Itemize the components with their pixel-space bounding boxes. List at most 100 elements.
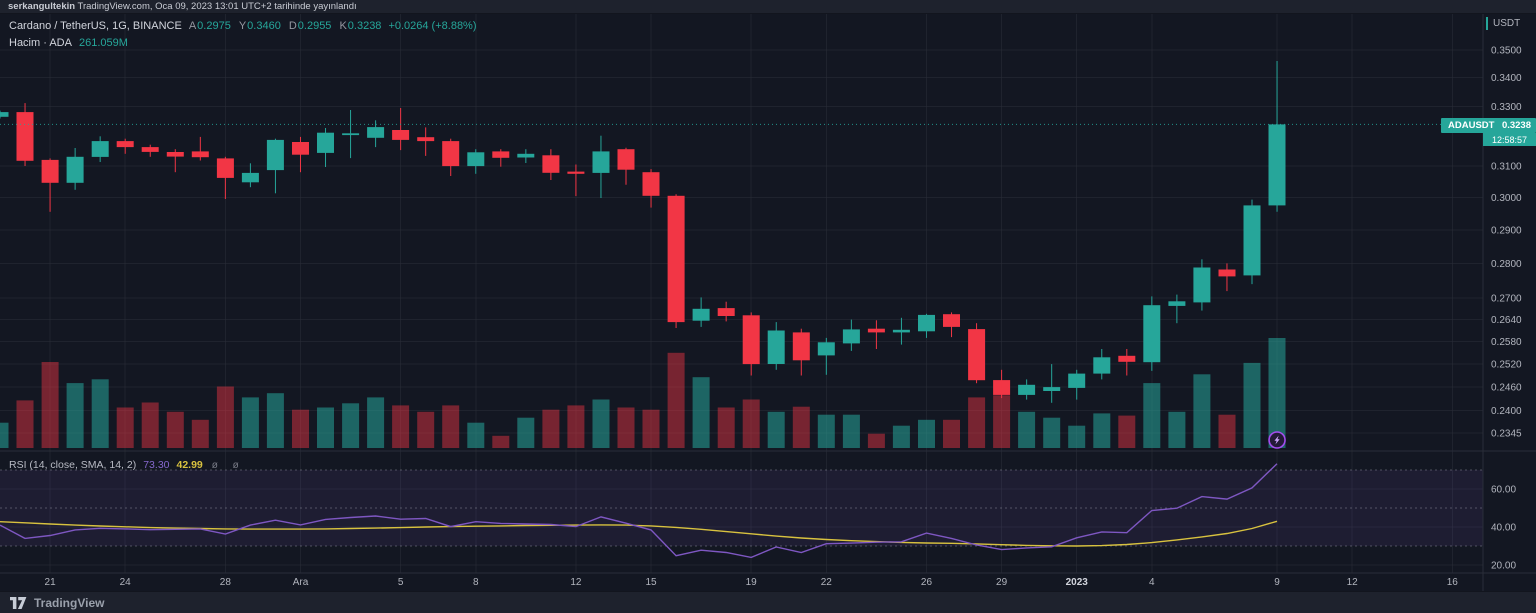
candle[interactable] (342, 133, 360, 136)
volume-bar[interactable] (742, 399, 760, 449)
volume-bar[interactable] (617, 407, 635, 449)
volume-bar[interactable] (918, 419, 935, 448)
candle[interactable] (1118, 355, 1136, 362)
price-axis-currency[interactable]: USDT (1486, 17, 1520, 30)
candle[interactable] (367, 127, 385, 138)
candle[interactable] (918, 314, 935, 332)
volume-bar[interactable] (342, 403, 360, 448)
flash-badge-icon[interactable] (1268, 431, 1286, 449)
volume-bar[interactable] (166, 411, 184, 448)
candle[interactable] (842, 329, 860, 344)
candle[interactable] (717, 308, 735, 316)
candles-layer[interactable] (0, 61, 1286, 403)
volume-bar[interactable] (1043, 417, 1061, 448)
candle[interactable] (1268, 124, 1286, 206)
tradingview-logo-icon[interactable] (10, 596, 27, 609)
volume-bar[interactable] (792, 406, 810, 448)
volume-bar[interactable] (442, 405, 460, 448)
candle[interactable] (792, 332, 810, 361)
candle[interactable] (1243, 205, 1261, 276)
candle[interactable] (292, 142, 309, 155)
volume-bar[interactable] (16, 400, 34, 448)
volume-bar[interactable] (292, 409, 309, 448)
volume-bar[interactable] (492, 435, 510, 448)
candle[interactable] (1018, 384, 1036, 395)
volume-bar[interactable] (542, 409, 560, 448)
time-axis[interactable]: 21 24 28 Ara 5 8 12 15 19 22 26 29 2023 4 9 12 16 (45, 577, 1459, 588)
candle[interactable] (867, 328, 885, 333)
rsi-title[interactable]: RSI (14, close, SMA, 14, 2) (9, 459, 137, 471)
candle[interactable] (968, 329, 986, 381)
volume-bar[interactable] (1268, 338, 1286, 448)
volume-bar[interactable] (817, 414, 835, 448)
volume-bar[interactable] (567, 405, 585, 448)
candle[interactable] (91, 141, 109, 157)
candle[interactable] (1068, 373, 1086, 388)
volume-bar[interactable] (1018, 411, 1036, 448)
volume-bar[interactable] (642, 409, 660, 448)
candle[interactable] (767, 330, 785, 365)
candle[interactable] (617, 149, 635, 170)
volume-bar[interactable] (1193, 374, 1211, 448)
candle[interactable] (116, 141, 134, 148)
volume-bar[interactable] (367, 397, 385, 448)
volume-legend[interactable]: Hacim · ADA 261.059M (9, 37, 128, 49)
rsi-legend[interactable]: RSI (14, close, SMA, 14, 2) 73.30 42.99 … (9, 459, 245, 471)
candle[interactable] (517, 153, 535, 158)
volume-bar[interactable] (116, 407, 134, 449)
volume-bar[interactable] (592, 399, 610, 449)
volume-bar[interactable] (517, 417, 535, 448)
candle[interactable] (266, 139, 284, 171)
candle[interactable] (442, 141, 460, 167)
volume-bar[interactable] (216, 386, 234, 449)
volume-bar[interactable] (968, 397, 986, 448)
candle[interactable] (667, 195, 685, 323)
volume-bar[interactable] (1068, 425, 1086, 448)
volume-bar[interactable] (767, 411, 785, 448)
volume-bar[interactable] (266, 393, 284, 448)
candle[interactable] (1043, 387, 1061, 391)
candle[interactable] (993, 380, 1011, 395)
volume-bar[interactable] (191, 419, 209, 448)
symbol-legend[interactable]: Cardano / TetherUS, 1G, BINANCE A 0.2975 … (9, 20, 477, 32)
candle[interactable] (467, 152, 485, 167)
candle[interactable] (417, 137, 435, 142)
volume-bar[interactable] (241, 397, 259, 448)
candle[interactable] (392, 130, 410, 140)
footer-brand[interactable]: TradingView (34, 595, 105, 610)
candle[interactable] (817, 342, 835, 356)
candle[interactable] (592, 151, 610, 173)
price-axis[interactable]: 0.3500 0.3400 0.3300 0.3100 0.3000 0.2900 0.28… (1491, 46, 1522, 440)
candle[interactable] (567, 171, 585, 174)
volume-bar[interactable] (91, 379, 109, 448)
volume-bar[interactable] (867, 433, 885, 448)
volume-bar[interactable] (993, 395, 1011, 448)
volume-bar[interactable] (1143, 383, 1161, 448)
volume-bar[interactable] (0, 422, 9, 448)
candle[interactable] (642, 172, 660, 196)
volume-bar[interactable] (1218, 414, 1236, 448)
volume-bar[interactable] (1168, 411, 1186, 448)
volume-bar[interactable] (892, 425, 910, 448)
candle[interactable] (492, 151, 510, 158)
symbol-title[interactable]: Cardano / TetherUS, 1G, BINANCE (9, 20, 182, 32)
candle[interactable] (216, 158, 234, 178)
volume-layer[interactable] (0, 338, 1286, 448)
candle[interactable] (1093, 357, 1111, 374)
candle[interactable] (191, 151, 209, 158)
candle[interactable] (542, 155, 560, 173)
volume-label[interactable]: Hacim · ADA (9, 37, 72, 49)
volume-bar[interactable] (692, 377, 710, 448)
candle[interactable] (943, 314, 960, 327)
volume-bar[interactable] (141, 402, 159, 449)
volume-bar[interactable] (1243, 362, 1261, 448)
candle[interactable] (742, 315, 760, 365)
candle[interactable] (241, 172, 259, 183)
candle[interactable] (66, 156, 84, 183)
candle[interactable] (892, 329, 910, 333)
candle[interactable] (1193, 267, 1211, 303)
candle[interactable] (692, 308, 710, 321)
candle[interactable] (1168, 301, 1186, 306)
volume-bar[interactable] (66, 383, 84, 448)
